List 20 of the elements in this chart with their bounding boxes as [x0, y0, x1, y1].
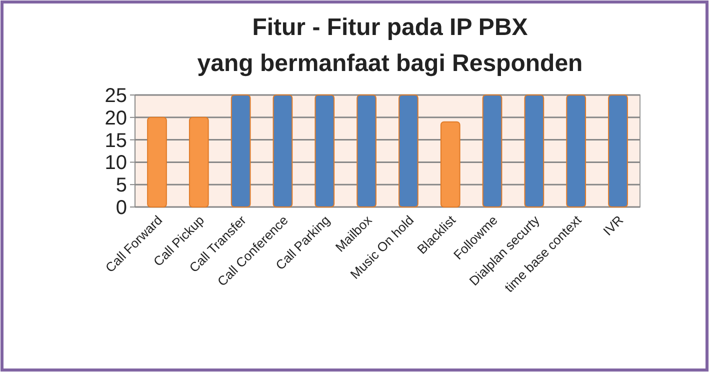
bar	[566, 94, 586, 208]
y-tick-label: 20	[104, 107, 127, 130]
y-tick-label: 10	[104, 152, 127, 174]
bar	[314, 94, 335, 208]
y-tick-label: 15	[104, 130, 127, 152]
x-tick-label: IVR	[600, 212, 626, 238]
bar	[356, 94, 376, 208]
bar	[188, 116, 209, 208]
bar	[524, 94, 544, 208]
bar	[230, 94, 251, 208]
bar	[398, 94, 418, 208]
y-tick-label: 0	[116, 197, 127, 219]
bar	[482, 94, 502, 208]
bar	[608, 94, 628, 208]
y-tick-label: 25	[104, 85, 127, 107]
chart-title: Fitur - Fitur pada IP PBX yang bermanfaat bagi Responden	[197, 14, 583, 77]
bar	[272, 94, 293, 208]
bar	[147, 116, 167, 208]
y-tick-label: 5	[116, 174, 127, 197]
bar	[440, 121, 460, 208]
